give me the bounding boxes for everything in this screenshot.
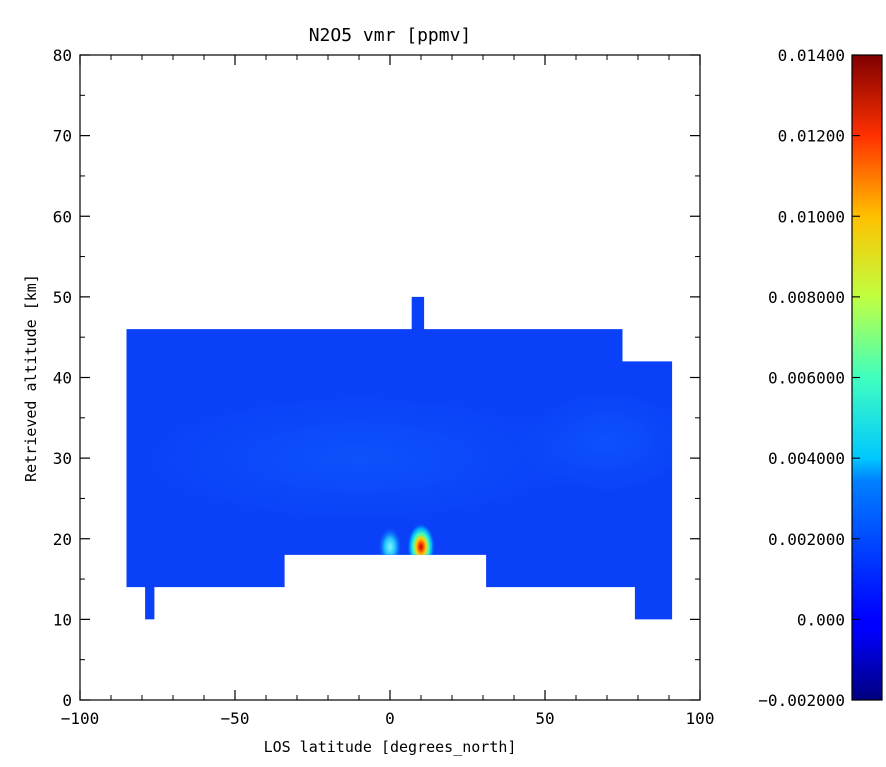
colorbar-tick-label: 0.006000	[768, 369, 845, 388]
x-tick-label: −50	[221, 709, 250, 728]
chart-title: N2O5 vmr [ppmv]	[309, 25, 472, 46]
shading-band	[517, 387, 673, 497]
y-axis-label: Retrieved altitude [km]	[22, 274, 40, 482]
y-tick-label: 20	[53, 530, 72, 549]
colorbar-tick-label: 0.01400	[778, 46, 845, 65]
y-tick-label: 60	[53, 207, 72, 226]
shading-band	[129, 388, 589, 529]
colorbar-tick-label: 0.008000	[768, 288, 845, 307]
y-tick-label: 80	[53, 46, 72, 65]
y-tick-label: 0	[62, 691, 72, 710]
heatmap-layer	[126, 296, 673, 620]
colorbar-axis: −0.002000 0.000 0.002000 0.004000 0.006000 0.…	[758, 46, 860, 710]
y-tick-label: 40	[53, 369, 72, 388]
x-axis: −100 −50 0 50 100	[61, 55, 715, 728]
x-tick-label: 0	[385, 709, 395, 728]
x-axis-label: LOS latitude [degrees_north]	[264, 738, 517, 756]
y-tick-label: 30	[53, 449, 72, 468]
x-tick-label: 100	[686, 709, 715, 728]
colorbar-tick-label: 0.01200	[778, 127, 845, 146]
y-tick-label: 70	[53, 127, 72, 146]
x-tick-label: 50	[535, 709, 554, 728]
colorbar-tick-label: 0.004000	[768, 449, 845, 468]
colorbar-tick-label: −0.002000	[758, 691, 845, 710]
x-tick-label: −100	[61, 709, 100, 728]
y-axis: 0 10 20 30 40 50 60 70 80	[53, 46, 700, 710]
colorbar-tick-label: 0.002000	[768, 530, 845, 549]
colorbar-tick-label: 0.01000	[778, 207, 845, 226]
y-tick-label: 10	[53, 610, 72, 629]
colorbar-tick-label: 0.000	[797, 610, 845, 629]
y-tick-label: 50	[53, 288, 72, 307]
